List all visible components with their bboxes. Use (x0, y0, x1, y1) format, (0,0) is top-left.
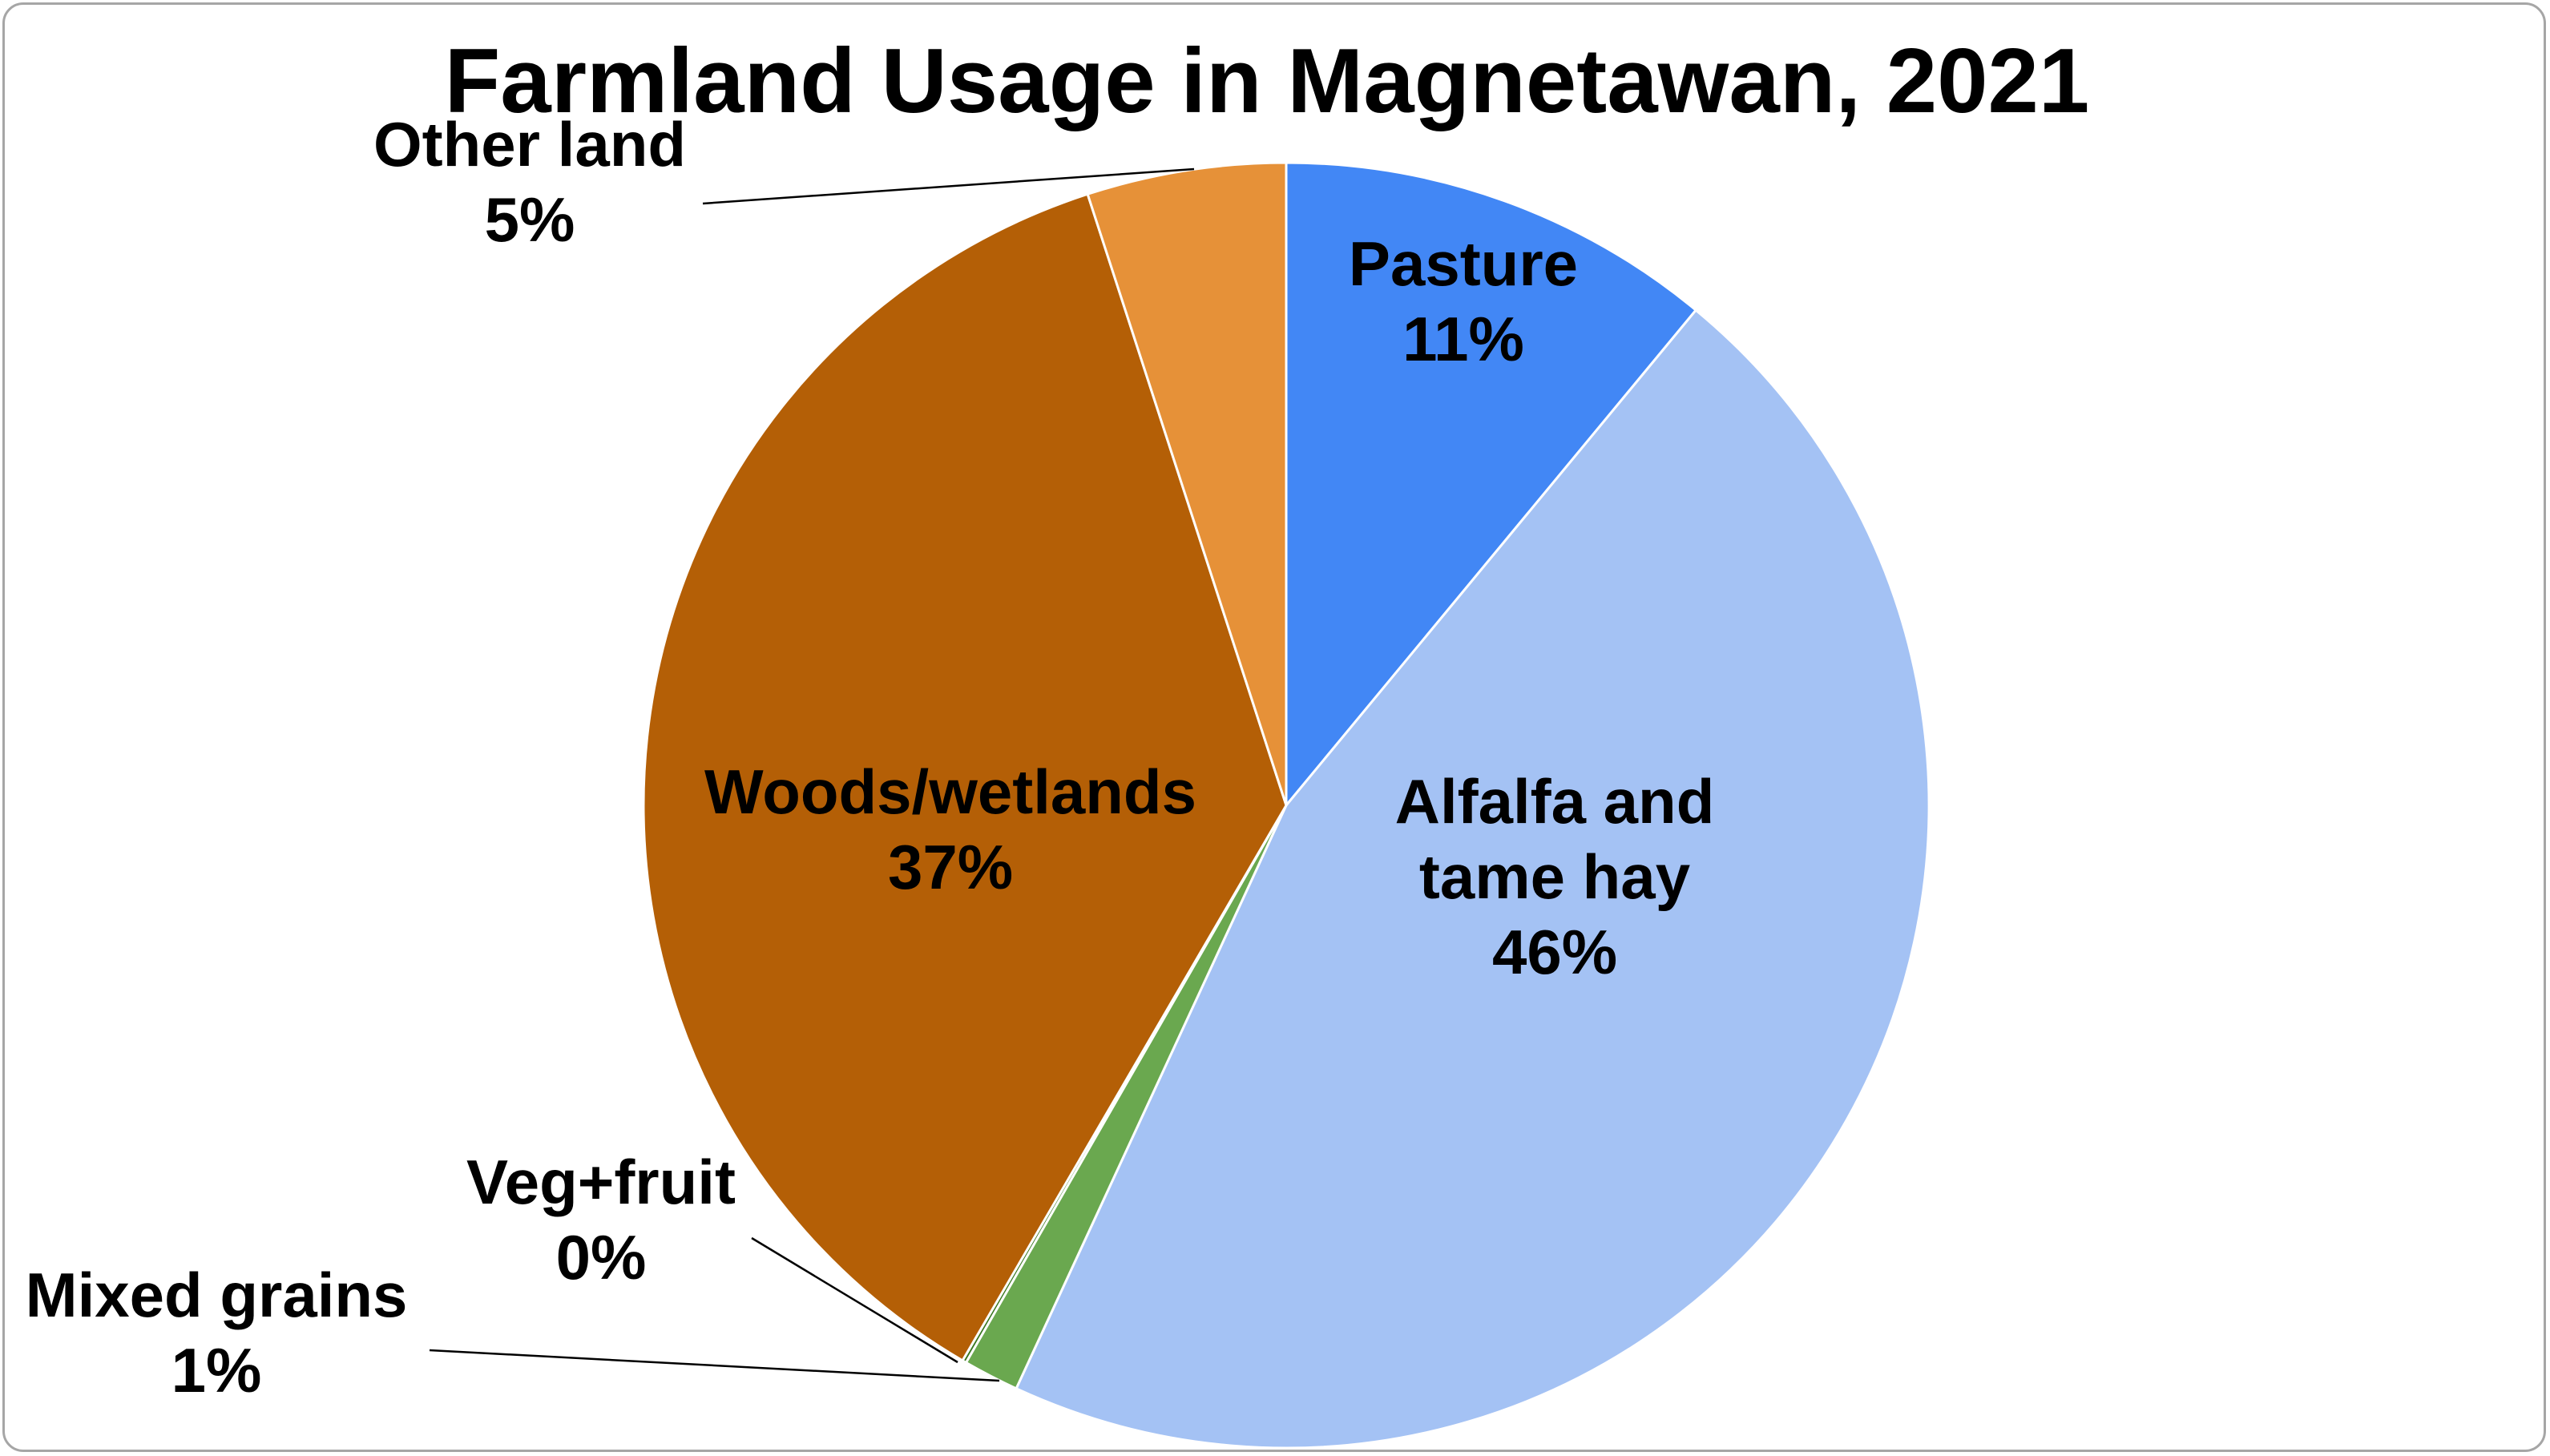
leader-line-veg-fruit (751, 1236, 958, 1364)
leader-line-other-land (702, 167, 1195, 205)
leader-lines (429, 167, 1195, 1382)
leader-line-mixed-grains (429, 1349, 1000, 1382)
pie-slices (642, 161, 1931, 1450)
slice-label-veg-fruit: Veg+fruit 0% (466, 1147, 736, 1293)
pie-slice-pasture (1285, 161, 1698, 809)
slice-label-pasture: Pasture 11% (1349, 228, 1578, 374)
pie-slice-alfalfa-and-tame-hay (1015, 308, 1931, 1450)
pie-slice-woods-wetlands (642, 192, 1288, 1362)
chart-title: Farmland Usage in Magnetawan, 2021 (445, 30, 2090, 132)
slice-label-other-land: Other land 5% (373, 109, 686, 255)
slice-label-mixed-grains: Mixed grains 1% (26, 1260, 408, 1406)
slice-label-woods-wetlands: Woods/wetlands 37% (704, 756, 1196, 902)
slice-labels: Pasture 11% Alfalfa and tame hay 46% Mixed gr… (26, 109, 1715, 1406)
slice-label-alfalfa-and-tame-hay: Alfalfa and tame hay 46% (1395, 766, 1715, 987)
